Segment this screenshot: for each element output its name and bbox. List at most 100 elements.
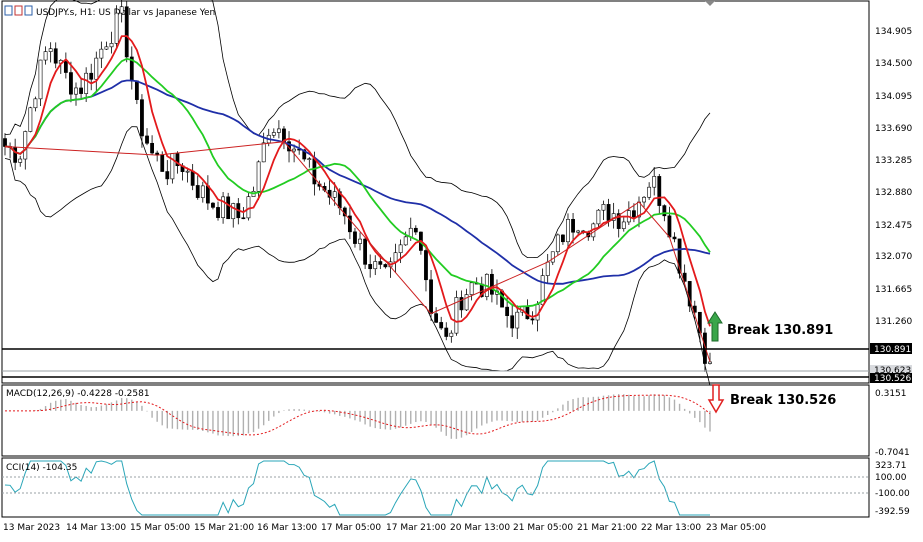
candle-body bbox=[403, 236, 408, 246]
candle-body bbox=[672, 236, 677, 240]
macd-signal-line bbox=[5, 394, 711, 436]
candle-body bbox=[652, 176, 657, 188]
svg-text:130.623: 130.623 bbox=[874, 366, 911, 376]
candle-body bbox=[292, 148, 297, 152]
cci-panel[interactable] bbox=[1, 457, 870, 518]
price-tick: 133.285 bbox=[875, 156, 912, 166]
arrow-down-icon bbox=[707, 384, 725, 414]
candle-body bbox=[408, 227, 413, 238]
svg-text:130.526: 130.526 bbox=[874, 374, 911, 384]
cci-tick: -100.00 bbox=[875, 489, 910, 499]
candle-body bbox=[545, 261, 550, 276]
candle-body bbox=[464, 294, 469, 311]
time-label: 15 Mar 21:00 bbox=[194, 523, 254, 533]
candle-body bbox=[221, 196, 225, 218]
time-label: 16 Mar 13:00 bbox=[257, 523, 317, 533]
candle-body bbox=[621, 221, 626, 229]
candle-body bbox=[454, 297, 459, 334]
price-series-layer bbox=[3, 0, 712, 386]
cci-series-layer bbox=[4, 460, 710, 516]
candle-body bbox=[150, 142, 154, 154]
candle-body bbox=[226, 196, 231, 220]
candle-body bbox=[79, 87, 83, 94]
price-tick: 132.070 bbox=[875, 252, 912, 262]
time-label: 15 Mar 05:00 bbox=[130, 523, 190, 533]
candle-body bbox=[231, 203, 236, 220]
candle-body bbox=[104, 46, 109, 50]
candle-body bbox=[140, 99, 144, 137]
candle-body bbox=[571, 219, 575, 233]
candle-body bbox=[307, 158, 312, 160]
candle-body bbox=[256, 161, 261, 192]
time-label: 17 Mar 21:00 bbox=[386, 523, 446, 533]
candle-body bbox=[332, 191, 337, 198]
candle-body bbox=[38, 59, 43, 100]
candle-body bbox=[647, 186, 652, 198]
candle-body bbox=[413, 227, 418, 233]
time-label: 22 Mar 13:00 bbox=[641, 523, 701, 533]
chart-icon[interactable] bbox=[4, 5, 13, 16]
candle-body bbox=[18, 158, 23, 163]
candle-body bbox=[241, 217, 246, 220]
candle-body bbox=[312, 158, 317, 185]
candle-body bbox=[124, 6, 129, 58]
candle-body bbox=[606, 204, 611, 221]
candle-body bbox=[276, 128, 281, 133]
candle-body bbox=[632, 210, 636, 218]
macd-label: MACD(12,26,9) -0.4228 -0.2581 bbox=[6, 389, 150, 399]
objects-icon[interactable] bbox=[24, 5, 33, 16]
time-axis: 13 Mar 2023 14 Mar 13:00 15 Mar 05:00 15… bbox=[3, 523, 766, 533]
candle-body bbox=[195, 185, 200, 198]
cci-tick: 323.71 bbox=[875, 461, 907, 471]
price-marker-130526: 130.526 bbox=[870, 373, 912, 384]
price-tick: 131.260 bbox=[875, 317, 912, 327]
candle-body bbox=[134, 80, 139, 100]
candle-body bbox=[469, 282, 474, 295]
candle-body bbox=[3, 138, 7, 147]
candle-body bbox=[353, 231, 357, 244]
ma-fast-line bbox=[4, 35, 711, 327]
candle-body bbox=[23, 131, 28, 160]
cci-tick: -392.59 bbox=[875, 507, 910, 517]
time-label: 21 Mar 21:00 bbox=[577, 523, 637, 533]
candle-body bbox=[145, 135, 149, 144]
candle-body bbox=[48, 48, 53, 52]
candle-body bbox=[358, 238, 362, 244]
zigzag-line bbox=[4, 141, 711, 363]
candle-body bbox=[398, 244, 403, 254]
candle-body bbox=[515, 311, 520, 329]
candle-body bbox=[53, 48, 58, 64]
svg-text:130.891: 130.891 bbox=[874, 345, 911, 355]
candle-body bbox=[697, 311, 702, 334]
price-tick: 132.475 bbox=[875, 221, 912, 231]
candle-body bbox=[550, 251, 555, 263]
toolbar-icons[interactable] bbox=[4, 5, 33, 16]
candle-body bbox=[662, 205, 667, 217]
indicators-icon[interactable] bbox=[14, 5, 23, 16]
candle-body bbox=[43, 51, 48, 61]
macd-tick: 0.3151 bbox=[875, 389, 907, 399]
candle-body bbox=[190, 170, 195, 186]
candle-body bbox=[246, 196, 251, 219]
cci-tick: 100.00 bbox=[875, 473, 907, 483]
chart-shift-marker[interactable] bbox=[705, 1, 715, 6]
candle-body bbox=[642, 196, 646, 203]
candle-body bbox=[109, 43, 114, 48]
candle-body bbox=[378, 261, 383, 265]
cci-line bbox=[4, 460, 710, 516]
break-down-label: Break 130.526 bbox=[730, 393, 836, 408]
time-label: 13 Mar 2023 bbox=[3, 523, 60, 533]
candle-body bbox=[424, 250, 428, 281]
candle-body bbox=[94, 57, 99, 80]
time-label: 17 Mar 05:00 bbox=[321, 523, 381, 533]
candle-body bbox=[555, 234, 560, 253]
candle-body bbox=[677, 238, 682, 274]
candle-body bbox=[165, 171, 170, 180]
candle-body bbox=[667, 215, 672, 238]
candle-body bbox=[363, 238, 368, 265]
candle-body bbox=[347, 215, 352, 233]
candle-body bbox=[703, 332, 707, 364]
candle-body bbox=[69, 72, 73, 95]
